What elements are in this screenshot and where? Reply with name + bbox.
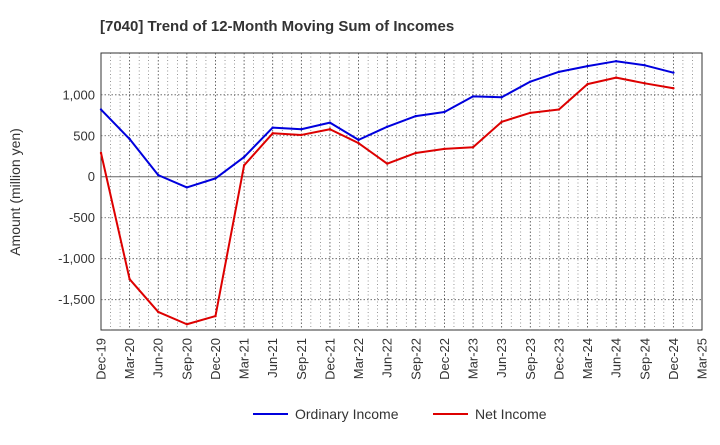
y-axis-label: Amount (million yen) bbox=[7, 128, 23, 256]
x-tick-label: Dec-24 bbox=[666, 338, 681, 380]
net-income-point bbox=[99, 151, 103, 155]
x-tick-label: Dec-23 bbox=[551, 338, 566, 380]
ordinary-income-point bbox=[185, 186, 189, 189]
net-income-point bbox=[185, 323, 189, 326]
x-tick-label: Dec-19 bbox=[94, 338, 109, 380]
net-income-point bbox=[128, 277, 131, 281]
net-income-point bbox=[557, 108, 561, 111]
ordinary-income-point bbox=[557, 70, 561, 74]
ordinary-income-point bbox=[414, 114, 418, 118]
x-tick-label: Mar-20 bbox=[122, 338, 137, 379]
x-tick-label: Sep-22 bbox=[408, 338, 423, 380]
net-income-point bbox=[385, 162, 389, 165]
x-tick-label: Sep-20 bbox=[179, 338, 194, 380]
x-tick-label: Mar-23 bbox=[466, 338, 481, 379]
x-tick-label: Mar-25 bbox=[695, 338, 710, 379]
net-income-point bbox=[357, 141, 360, 145]
ordinary-income-point bbox=[357, 138, 360, 142]
net-income-point bbox=[672, 87, 675, 90]
net-income-point bbox=[471, 146, 475, 149]
y-tick-label: -1,500 bbox=[58, 292, 95, 307]
ordinary-income-point bbox=[242, 155, 246, 159]
legend-label-net-income: Net Income bbox=[475, 406, 547, 422]
x-tick-label: Jun-23 bbox=[494, 338, 509, 378]
net-income-point bbox=[586, 82, 589, 86]
ordinary-income-point bbox=[99, 108, 103, 111]
ordinary-income-point bbox=[128, 137, 131, 141]
net-income-point bbox=[214, 314, 217, 318]
legend: Ordinary Income Net Income bbox=[253, 406, 547, 422]
net-income-point bbox=[643, 82, 646, 85]
net-income-point bbox=[500, 120, 503, 124]
ordinary-income-point bbox=[385, 125, 389, 128]
x-tick-label: Sep-23 bbox=[523, 338, 538, 380]
x-tick-label: Jun-24 bbox=[609, 338, 624, 378]
net-income-point bbox=[242, 164, 246, 167]
ordinary-income-point bbox=[614, 59, 618, 63]
y-tick-label: -1,000 bbox=[58, 251, 95, 266]
net-income-point bbox=[300, 133, 303, 137]
x-tick-label: Dec-20 bbox=[208, 338, 223, 380]
ordinary-income-point bbox=[471, 95, 475, 98]
plot-frame bbox=[100, 52, 703, 331]
y-tick-label: 0 bbox=[88, 169, 95, 184]
x-tick-label: Jun-21 bbox=[265, 338, 280, 378]
net-income-point bbox=[271, 132, 274, 135]
x-tick-label: Dec-21 bbox=[322, 338, 337, 380]
x-tick-label: Mar-21 bbox=[237, 338, 252, 379]
ordinary-income-point bbox=[529, 80, 532, 83]
legend-label-ordinary-income: Ordinary Income bbox=[295, 406, 399, 422]
chart-title: [7040] Trend of 12-Month Moving Sum of I… bbox=[100, 18, 454, 35]
ordinary-income-point bbox=[214, 177, 217, 180]
ordinary-income-point bbox=[500, 96, 503, 99]
ordinary-income-point bbox=[157, 173, 160, 177]
ordinary-income-point bbox=[443, 110, 446, 114]
x-tick-label: Sep-21 bbox=[294, 338, 309, 380]
ordinary-income-point bbox=[271, 126, 274, 129]
y-tick-label: 500 bbox=[73, 128, 95, 143]
x-tick-label: Jun-22 bbox=[380, 338, 395, 378]
ordinary-income-point bbox=[328, 121, 332, 124]
ordinary-income-point bbox=[300, 128, 303, 131]
net-income-point bbox=[443, 147, 446, 151]
ordinary-income-point bbox=[586, 64, 589, 68]
net-income-point bbox=[614, 76, 618, 79]
net-income-point bbox=[157, 310, 160, 314]
net-income-point bbox=[328, 128, 332, 131]
x-tick-label: Mar-22 bbox=[351, 338, 366, 379]
ordinary-income-point bbox=[672, 71, 675, 74]
y-tick-label: -500 bbox=[69, 210, 95, 225]
net-income-point bbox=[414, 151, 418, 155]
x-tick-label: Jun-20 bbox=[151, 338, 166, 378]
y-tick-label: 1,000 bbox=[62, 87, 95, 102]
plot-area: 1,000 500 0 -500 -1,000 -1,500 Dec-19 Mar-20 Jun… bbox=[58, 52, 710, 380]
net-income-point bbox=[529, 111, 532, 115]
x-tick-label: Dec-22 bbox=[437, 338, 452, 380]
ordinary-income-point bbox=[643, 64, 646, 67]
x-tick-label: Mar-24 bbox=[580, 338, 595, 379]
x-tick-label: Sep-24 bbox=[637, 338, 652, 380]
